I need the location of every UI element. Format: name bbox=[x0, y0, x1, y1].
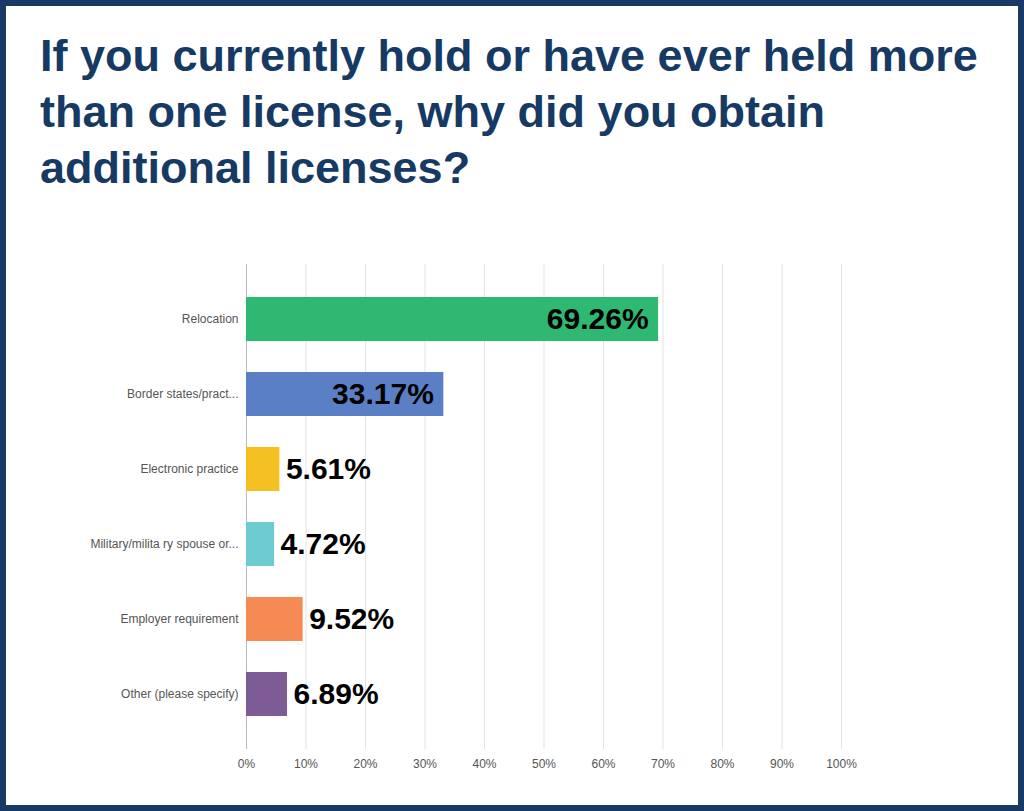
svg-text:4.72%: 4.72% bbox=[281, 527, 366, 560]
svg-text:33.17%: 33.17% bbox=[332, 377, 434, 410]
svg-text:90%: 90% bbox=[770, 757, 794, 771]
svg-text:40%: 40% bbox=[472, 757, 496, 771]
svg-text:Electronic practice: Electronic practice bbox=[140, 462, 238, 476]
svg-text:50%: 50% bbox=[532, 757, 556, 771]
svg-text:10%: 10% bbox=[294, 757, 318, 771]
svg-text:5.61%: 5.61% bbox=[286, 452, 371, 485]
svg-text:Border states/pract...: Border states/pract... bbox=[127, 387, 238, 401]
svg-text:Relocation: Relocation bbox=[182, 312, 239, 326]
svg-text:Employer requirement: Employer requirement bbox=[120, 612, 239, 626]
svg-text:Military/milita ry spouse or..: Military/milita ry spouse or... bbox=[90, 537, 238, 551]
svg-text:6.89%: 6.89% bbox=[293, 677, 378, 710]
svg-text:70%: 70% bbox=[651, 757, 675, 771]
svg-text:100%: 100% bbox=[826, 757, 857, 771]
svg-text:60%: 60% bbox=[591, 757, 615, 771]
svg-text:69.26%: 69.26% bbox=[547, 302, 649, 335]
svg-text:20%: 20% bbox=[353, 757, 377, 771]
html-text:If you currently hold or have: If you currently hold or have ever held … bbox=[40, 30, 978, 193]
svg-text:Other (please specify): Other (please specify) bbox=[121, 687, 238, 701]
svg-text:30%: 30% bbox=[413, 757, 437, 771]
svg-text:80%: 80% bbox=[710, 757, 734, 771]
svg-text:0%: 0% bbox=[238, 757, 256, 771]
svg-text:9.52%: 9.52% bbox=[309, 602, 394, 635]
